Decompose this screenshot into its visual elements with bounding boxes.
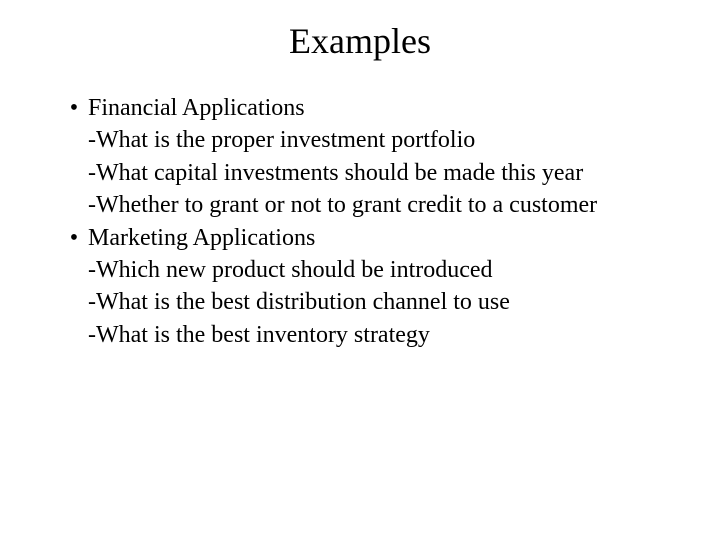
sub-item-3: -Whether to grant or not to grant credit… [60,189,660,221]
bullet-text-2: Marketing Applications [88,222,660,254]
bullet-icon: • [60,222,88,254]
sub-item-1: -What is the proper investment portfolio [60,124,660,156]
bullet-text-1: Financial Applications [88,92,660,124]
slide-container: Examples • Financial Applications -What … [0,0,720,540]
sub-item-5: -What is the best distribution channel t… [60,286,660,318]
sub-item-6: -What is the best inventory strategy [60,319,660,351]
slide-content: • Financial Applications -What is the pr… [60,92,660,351]
sub-item-4: -Which new product should be introduced [60,254,660,286]
bullet-item-1: • Financial Applications [60,92,660,124]
sub-item-2: -What capital investments should be made… [60,157,660,189]
bullet-icon: • [60,92,88,124]
slide-title: Examples [60,20,660,62]
bullet-item-2: • Marketing Applications [60,222,660,254]
